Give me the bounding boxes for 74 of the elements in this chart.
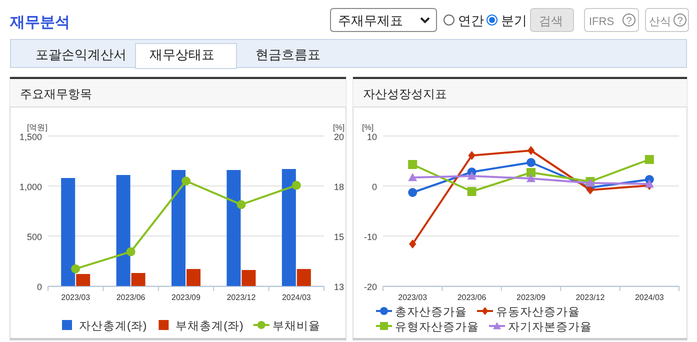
legend-label: 유형자산증가율	[395, 322, 479, 334]
legend-label: 부채총계(좌)	[176, 320, 244, 332]
bar	[131, 273, 146, 286]
point	[408, 188, 418, 197]
chart-title: 주요재무항목	[20, 87, 92, 101]
text: 연간	[458, 13, 484, 28]
y-tick-label: 1,500	[19, 132, 42, 142]
y2-tick-label: 18	[334, 182, 344, 192]
bar	[226, 170, 241, 286]
point	[586, 186, 594, 194]
x-tick-label: 2023/06	[116, 293, 146, 302]
text: ?	[677, 16, 684, 27]
x-tick-label: 2023/03	[398, 293, 428, 302]
point	[71, 264, 80, 274]
text: IFRS	[589, 16, 614, 28]
y-tick-label: 10	[366, 132, 377, 142]
x-tick-label: 2023/03	[61, 293, 91, 302]
y-axis-title: [억원]	[27, 123, 48, 132]
text: 현금흐름표	[256, 47, 320, 62]
point	[468, 151, 476, 160]
y-tick-label: 0	[36, 282, 42, 292]
point	[182, 176, 190, 186]
point	[526, 168, 536, 177]
text: 검색	[539, 14, 563, 28]
bar	[282, 169, 296, 286]
text: 산식	[649, 16, 671, 28]
legend-label: 부채비율	[272, 320, 320, 332]
legend-label: 자기자본증가율	[508, 322, 592, 334]
x-tick-label: 2023/09	[516, 293, 546, 302]
y-tick-label: -20	[364, 282, 377, 292]
legend-label: 유동자산증가율	[496, 306, 580, 318]
text: ?	[626, 16, 632, 27]
x-tick-label: 2023/12	[576, 293, 606, 302]
x-tick-label: 2023/09	[172, 293, 202, 302]
bar	[61, 178, 76, 286]
text: 재무상태표	[150, 47, 214, 62]
legend-label: 자산총계(좌)	[79, 320, 147, 332]
y-tick-label: 0	[372, 182, 377, 192]
point	[467, 172, 476, 180]
x-tick-label: 2023/06	[457, 293, 487, 302]
point	[644, 155, 654, 164]
point	[527, 146, 535, 155]
point	[409, 240, 416, 248]
bar	[116, 175, 130, 286]
chart-title: 자산성장성지표	[363, 87, 447, 101]
x-tick-label: 2024/03	[282, 293, 312, 302]
point	[126, 247, 136, 256]
x-tick-label: 2023/12	[226, 293, 256, 302]
bar	[296, 269, 311, 286]
point	[467, 187, 476, 196]
point	[408, 160, 418, 169]
text: 주재무제표	[338, 13, 403, 28]
point	[526, 174, 536, 182]
x-tick-label: 2024/03	[634, 293, 664, 302]
point	[526, 158, 536, 167]
y2-tick-label: 15	[334, 232, 344, 242]
y-tick-label: -10	[364, 232, 377, 242]
y-axis-title: [%]	[362, 123, 374, 132]
bar	[186, 269, 200, 286]
point	[236, 200, 246, 210]
y2-axis-title: [%]	[333, 123, 345, 132]
text: 포괄손익계산서	[36, 47, 126, 62]
legend-label: 총자산증가율	[395, 306, 467, 318]
y2-tick-label: 13	[334, 282, 344, 292]
y-tick-label: 500	[26, 232, 42, 242]
text: 분기	[501, 13, 527, 28]
bar	[76, 274, 90, 286]
text: 재무분석	[9, 14, 70, 31]
point	[408, 173, 418, 182]
y2-tick-label: 20	[334, 132, 344, 142]
point	[292, 180, 301, 190]
y-tick-label: 1,000	[19, 182, 42, 192]
bar	[242, 270, 256, 286]
bar	[172, 170, 186, 286]
